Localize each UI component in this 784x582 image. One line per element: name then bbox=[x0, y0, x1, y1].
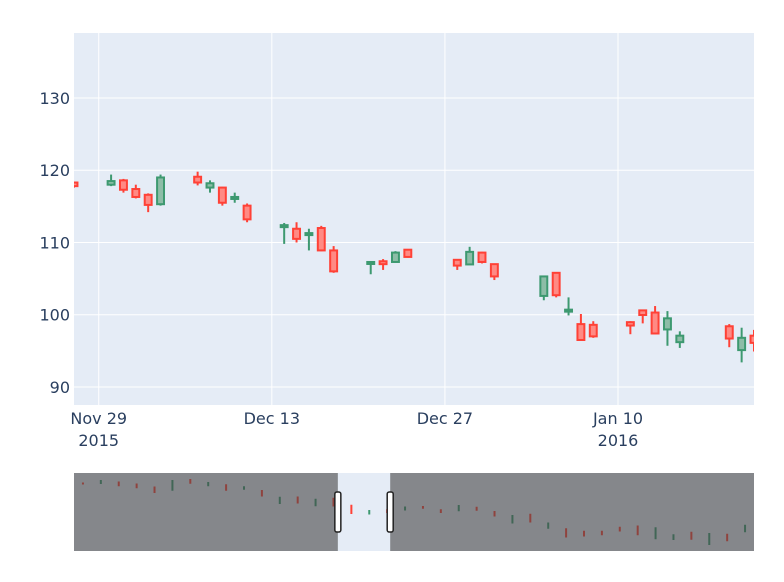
candles bbox=[71, 171, 758, 363]
candle[interactable] bbox=[131, 184, 141, 199]
candle[interactable] bbox=[489, 263, 499, 281]
grid-lines bbox=[74, 33, 754, 405]
candle-body bbox=[724, 325, 734, 340]
y-tick-label: 100 bbox=[39, 306, 70, 325]
y-tick-label: 120 bbox=[39, 161, 70, 180]
candle-body bbox=[279, 224, 289, 229]
candle-body bbox=[378, 260, 388, 266]
candle[interactable] bbox=[576, 313, 586, 341]
candle-body bbox=[205, 182, 215, 189]
candle[interactable] bbox=[749, 329, 758, 352]
candle-body bbox=[316, 227, 326, 252]
candle-body bbox=[588, 323, 598, 338]
candle-body bbox=[625, 321, 635, 327]
candle[interactable] bbox=[156, 174, 166, 206]
candle-body bbox=[564, 308, 574, 313]
candle[interactable] bbox=[551, 271, 561, 298]
candle[interactable] bbox=[675, 331, 685, 348]
candle-body bbox=[217, 186, 227, 204]
candle[interactable] bbox=[564, 297, 574, 316]
candle-body bbox=[74, 181, 79, 188]
candle[interactable] bbox=[452, 258, 462, 270]
candle[interactable] bbox=[279, 222, 289, 244]
candle-body bbox=[539, 275, 549, 297]
candle[interactable] bbox=[378, 259, 388, 270]
y-tick-label: 130 bbox=[39, 89, 70, 108]
candle-body bbox=[576, 323, 586, 341]
candle[interactable] bbox=[724, 324, 734, 348]
candle[interactable] bbox=[106, 174, 116, 187]
x-axis-ticks: Nov 29 2015 Dec 13 Dec 27 Jan 10 2016 bbox=[70, 409, 643, 450]
candle-body bbox=[452, 258, 462, 267]
candle-body bbox=[193, 175, 203, 184]
candle[interactable] bbox=[71, 181, 79, 188]
candle[interactable] bbox=[539, 275, 549, 301]
candle[interactable] bbox=[662, 311, 672, 346]
x-tick-year-label: 2016 bbox=[598, 431, 639, 450]
candle-body bbox=[551, 271, 561, 297]
candle-body bbox=[131, 188, 141, 198]
candle-body bbox=[156, 176, 166, 206]
candle-body bbox=[106, 180, 116, 186]
y-axis-ticks: 90 100 110 120 130 bbox=[39, 89, 70, 397]
candle[interactable] bbox=[217, 186, 227, 206]
candle[interactable] bbox=[366, 260, 376, 275]
candle-body bbox=[737, 336, 747, 352]
range-slider-mask-right bbox=[390, 473, 754, 551]
y-tick-label: 90 bbox=[50, 378, 70, 397]
candle-body bbox=[489, 263, 499, 278]
candle[interactable] bbox=[737, 327, 747, 363]
x-tick-label: Jan 10 bbox=[592, 409, 643, 428]
candle-body bbox=[230, 195, 240, 200]
x-tick-label: Dec 27 bbox=[417, 409, 473, 428]
candle[interactable] bbox=[477, 251, 487, 264]
candle[interactable] bbox=[143, 193, 153, 213]
range-slider-handle-left[interactable] bbox=[334, 491, 342, 533]
candle-body bbox=[749, 334, 754, 344]
candle-body bbox=[242, 204, 252, 221]
candle-body bbox=[403, 248, 413, 258]
candle[interactable] bbox=[316, 225, 326, 252]
candle[interactable] bbox=[638, 309, 648, 324]
candle[interactable] bbox=[242, 203, 252, 223]
candle-body bbox=[650, 311, 660, 335]
candle-body bbox=[143, 193, 153, 206]
candle[interactable] bbox=[304, 228, 314, 251]
candle-body bbox=[638, 309, 648, 316]
candle[interactable] bbox=[403, 248, 413, 258]
candle-body bbox=[304, 232, 314, 237]
x-tick-label: Dec 13 bbox=[244, 409, 300, 428]
candle-body bbox=[675, 334, 685, 344]
candle-body bbox=[118, 179, 128, 191]
candle[interactable] bbox=[390, 251, 400, 263]
candle[interactable] bbox=[625, 321, 635, 335]
candle[interactable] bbox=[588, 321, 598, 338]
candle[interactable] bbox=[465, 246, 475, 266]
range-slider[interactable] bbox=[74, 473, 754, 551]
x-tick-label: Nov 29 bbox=[70, 409, 127, 428]
candle-body bbox=[465, 250, 475, 266]
candle-body bbox=[292, 227, 302, 240]
candle-body bbox=[329, 249, 339, 273]
candle[interactable] bbox=[650, 306, 660, 335]
candle-body bbox=[366, 260, 376, 265]
candle[interactable] bbox=[193, 171, 203, 186]
candle-body bbox=[662, 317, 672, 331]
range-slider-mask-left bbox=[74, 473, 338, 551]
y-tick-label: 110 bbox=[39, 233, 70, 252]
range-slider-handle-right[interactable] bbox=[386, 491, 394, 533]
candle[interactable] bbox=[118, 178, 128, 193]
candle-body bbox=[477, 251, 487, 263]
candle[interactable] bbox=[292, 222, 302, 243]
candle[interactable] bbox=[205, 180, 215, 193]
plot-area bbox=[74, 33, 754, 405]
x-tick-year-label: 2015 bbox=[78, 431, 119, 450]
candle-body bbox=[390, 251, 400, 263]
candle[interactable] bbox=[230, 192, 240, 203]
candle[interactable] bbox=[329, 246, 339, 273]
